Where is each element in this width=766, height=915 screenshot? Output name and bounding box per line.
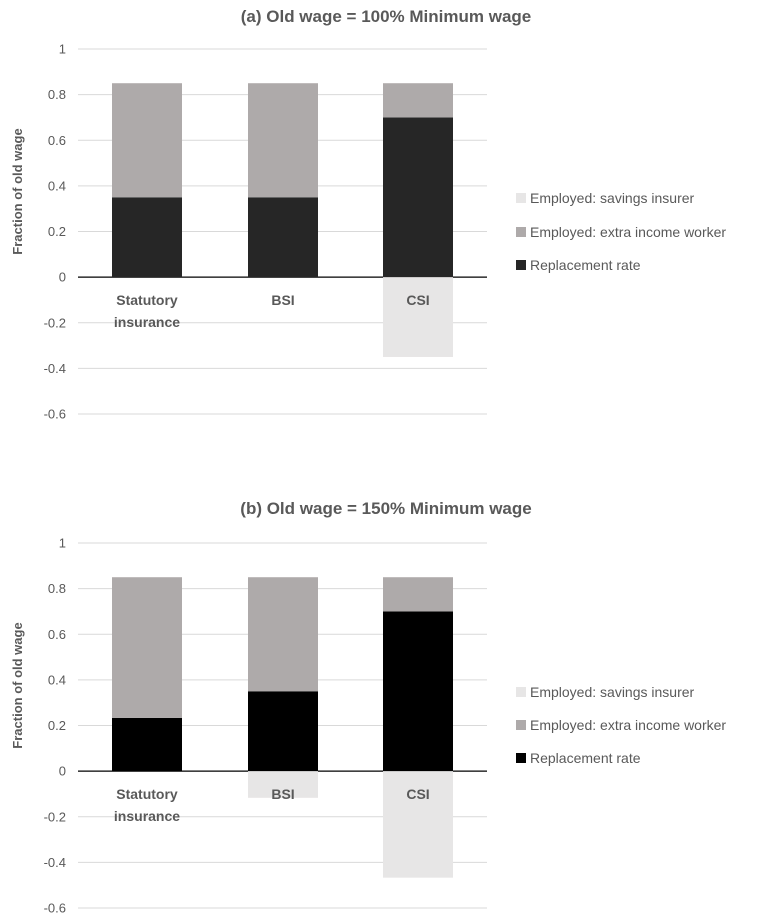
x-tick-label: BSI [271,786,294,802]
legend-swatch [516,687,526,697]
y-tick-label: 0.2 [48,718,66,733]
legend-label: Employed: extra income worker [530,224,726,240]
x-tick-label: CSI [406,786,429,802]
x-tick-label: BSI [271,292,294,308]
legend-swatch [516,720,526,730]
y-axis-title: Fraction of old wage [10,622,25,748]
y-tick-label: 0.6 [48,133,66,148]
bar-segment [112,83,182,198]
x-tick-label: Statutory insurance [114,292,180,330]
y-tick-label: 0.2 [48,224,66,239]
legend-swatch [516,227,526,237]
bar-segment [248,691,318,772]
y-tick-label: 0.8 [48,581,66,596]
y-tick-label: 1 [59,42,66,57]
bar-segment [248,771,318,798]
chart-title: (b) Old wage = 150% Minimum wage [240,499,531,518]
y-tick-label: 0.4 [48,178,66,193]
y-tick-label: -0.6 [44,901,66,915]
chart-panel-a: (a) Old wage = 100% Minimum wage 1 0.8 0.6 0… [10,7,726,422]
y-tick-label: -0.6 [44,407,66,422]
y-tick-label: -0.2 [44,315,66,330]
y-tick-label: -0.4 [44,855,66,870]
bar-segment [383,577,453,612]
legend-label: Employed: extra income worker [530,717,726,733]
chart-panel-b: (b) Old wage = 150% Minimum wage 1 0.8 0.6 0… [10,499,726,915]
x-tick-label: Statutory insurance [114,786,180,824]
y-axis-title: Fraction of old wage [10,128,25,254]
legend-swatch [516,260,526,270]
legend-label: Replacement rate [530,750,641,766]
y-tick-label: 0 [59,270,66,285]
y-tick-label: -0.2 [44,809,66,824]
legend-label: Employed: savings insurer [530,190,695,206]
bar-segment [383,117,453,278]
y-tick-label: -0.4 [44,361,66,376]
bar-segment [248,577,318,692]
bar-segment [112,197,182,278]
chart-title: (a) Old wage = 100% Minimum wage [241,7,532,26]
legend-swatch [516,193,526,203]
y-tick-label: 0.6 [48,627,66,642]
y-tick-label: 0.8 [48,87,66,102]
bar-segment [248,83,318,198]
bar-segment [112,717,182,772]
legend-label: Employed: savings insurer [530,684,695,700]
y-tick-label: 0 [59,764,66,779]
legend-swatch [516,753,526,763]
y-tick-label: 0.4 [48,672,66,687]
bar-segment [383,611,453,772]
legend-label: Replacement rate [530,257,641,273]
bar-segment [383,771,453,878]
x-tick-label: CSI [406,292,429,308]
bar-segment [112,577,182,718]
bar-segment [248,197,318,278]
y-tick-label: 1 [59,536,66,551]
bar-segment [383,83,453,118]
bar-segment [383,277,453,357]
